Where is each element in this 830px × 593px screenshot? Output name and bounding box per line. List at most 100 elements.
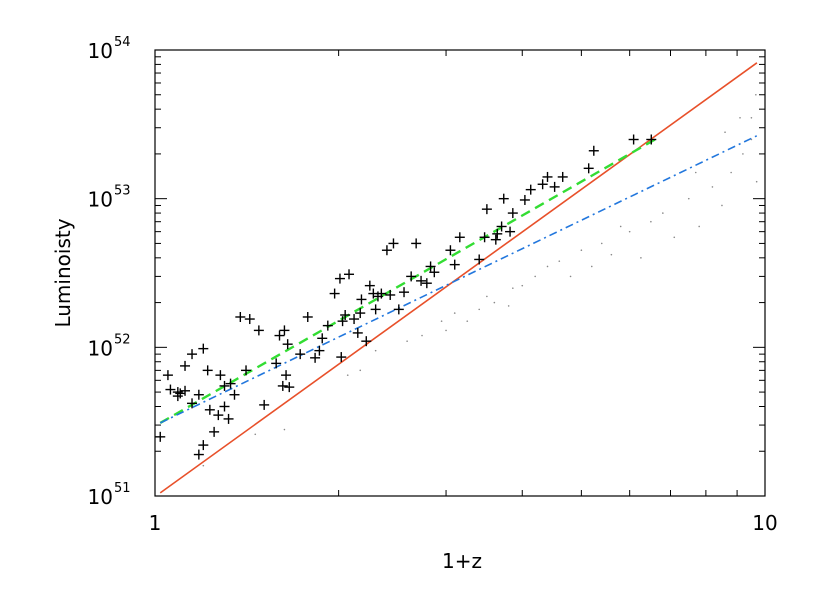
plus-marker — [557, 171, 568, 182]
plus-marker — [376, 288, 387, 299]
plus-marker — [481, 204, 492, 215]
plus-marker — [310, 352, 321, 363]
plus-marker — [370, 304, 381, 315]
plus-marker — [215, 370, 226, 381]
plus-marker — [385, 289, 396, 300]
plus-marker — [322, 320, 333, 331]
plus-marker — [454, 232, 465, 243]
plus-marker — [549, 181, 560, 192]
dot-marker — [493, 301, 496, 304]
dot-marker — [440, 320, 443, 322]
dot-marker — [283, 428, 286, 431]
plus-marker — [490, 234, 501, 245]
dot-marker — [478, 308, 481, 311]
plus-marker — [411, 238, 422, 249]
plus-marker — [479, 232, 490, 243]
plus-marker — [187, 349, 198, 360]
plus-marker — [425, 261, 436, 272]
y-tick-label-exponent: 54 — [114, 35, 131, 50]
y-tick-label-exponent: 52 — [114, 332, 131, 347]
fit-line-dashdot — [159, 135, 758, 424]
plus-marker — [336, 352, 347, 363]
dot-marker — [724, 131, 726, 133]
dot-marker — [730, 171, 732, 174]
plus-marker — [588, 145, 599, 156]
plus-marker — [393, 304, 404, 315]
plus-marker — [279, 325, 290, 336]
dot-marker — [521, 284, 524, 287]
axis-ticks — [154, 49, 766, 497]
plus-marker — [175, 388, 186, 399]
dot-marker — [711, 186, 714, 188]
plus-marker — [542, 171, 553, 182]
dot-marker — [466, 320, 469, 322]
plus-marker — [355, 308, 366, 319]
plus-marker — [646, 134, 657, 145]
dot-marker — [534, 275, 536, 278]
plus-marker — [519, 194, 530, 205]
plus-marker — [162, 370, 173, 381]
plus-marker — [344, 269, 355, 280]
plus-marker — [505, 226, 516, 237]
plus-marker — [429, 267, 440, 278]
plus-marker — [356, 294, 367, 305]
plus-marker — [537, 179, 548, 190]
dot-marker — [590, 265, 593, 268]
plus-marker — [474, 254, 485, 265]
plus-marker — [445, 245, 456, 256]
dot-marker — [421, 334, 423, 337]
plus-marker — [281, 370, 292, 381]
dot-marker — [750, 138, 753, 141]
plus-marker — [219, 401, 230, 412]
dot-marker — [558, 260, 561, 262]
y-tick-label-base: 10 — [88, 188, 113, 212]
y-tick-label: 10 52 — [88, 332, 131, 360]
dot-marker — [721, 204, 723, 207]
plus-marker — [399, 287, 410, 298]
plus-marker — [180, 385, 191, 396]
plus-marker — [259, 399, 270, 410]
y-tick-label-base: 10 — [88, 336, 113, 360]
plus-marker — [449, 259, 460, 270]
dot-marker — [346, 374, 349, 376]
plus-marker — [340, 310, 351, 321]
dot-marker — [406, 340, 408, 342]
y-tick-label-exponent: 53 — [114, 184, 131, 199]
plus-marker — [193, 449, 204, 460]
plus-marker — [180, 360, 191, 371]
plus-marker — [421, 278, 432, 289]
plus-marker — [337, 316, 348, 327]
plus-marker — [496, 221, 507, 232]
plus-marker — [241, 365, 252, 376]
plus-marker — [364, 280, 375, 291]
dot-marker — [445, 329, 447, 332]
dot-marker — [610, 253, 613, 256]
plus-marker — [416, 275, 427, 286]
plus-marker — [198, 343, 209, 354]
plus-marker — [235, 311, 246, 322]
plus-marker — [295, 349, 306, 360]
dot-marker — [755, 93, 757, 96]
plus-marker — [277, 380, 288, 391]
plus-marker — [525, 184, 536, 195]
plus-marker — [282, 339, 293, 350]
y-tick-label-base: 10 — [88, 485, 113, 509]
dot-marker — [694, 171, 697, 174]
plus-marker — [274, 330, 285, 341]
plus-marker — [352, 327, 363, 338]
plus-marker — [507, 208, 518, 219]
plus-marker — [209, 426, 220, 437]
plus-marker — [165, 384, 176, 395]
plus-marker — [334, 273, 345, 284]
plus-marker — [498, 193, 509, 204]
plus-marker — [271, 358, 282, 369]
dot-marker — [742, 153, 744, 155]
plus-marker — [628, 134, 639, 145]
dot-marker — [569, 275, 572, 278]
y-tick-label-base: 10 — [88, 39, 113, 63]
fit-line-solid — [159, 62, 758, 494]
dot-marker — [755, 180, 758, 183]
dot-marker — [254, 433, 257, 436]
